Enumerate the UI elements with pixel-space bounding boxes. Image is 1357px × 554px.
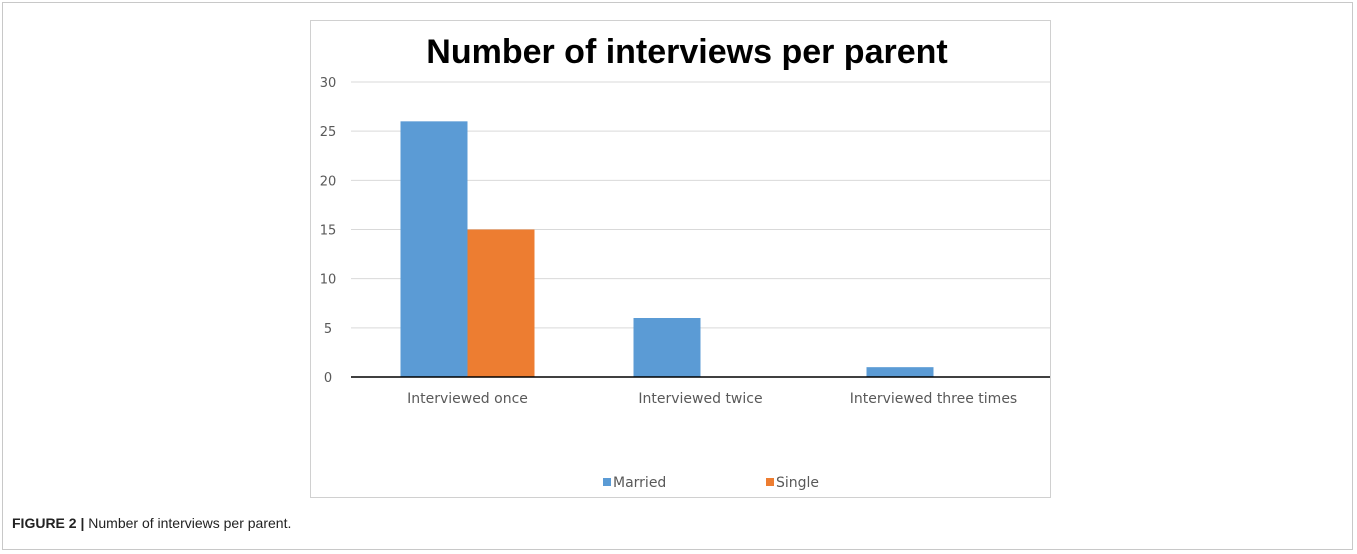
figure-label: FIGURE 2 | xyxy=(12,515,85,531)
legend-label-single: Single xyxy=(776,475,819,491)
x-axis-categories: Interviewed once Interviewed twice Intervi… xyxy=(407,391,1017,407)
y-tick-label: 10 xyxy=(320,273,337,288)
bar-married-0 xyxy=(400,121,468,377)
bars xyxy=(400,121,934,377)
x-category-label: Interviewed twice xyxy=(638,391,762,407)
figure-caption-text: Number of interviews per parent. xyxy=(88,515,292,531)
x-category-label: Interviewed once xyxy=(407,391,528,407)
bar-married-1 xyxy=(633,318,701,377)
legend: Married Single xyxy=(603,475,819,491)
y-tick-label: 0 xyxy=(324,371,332,386)
y-tick-label: 30 xyxy=(320,76,337,91)
y-tick-label: 20 xyxy=(320,174,337,189)
chart-title: Number of interviews per parent xyxy=(426,33,947,71)
legend-swatch-single xyxy=(766,478,774,486)
figure-caption: FIGURE 2 | Number of interviews per pare… xyxy=(12,515,291,531)
bar-married-2 xyxy=(866,367,934,377)
y-tick-label: 15 xyxy=(320,224,337,239)
legend-label-married: Married xyxy=(613,475,666,491)
y-axis-ticks: 0 5 10 15 20 25 30 xyxy=(320,76,337,386)
bar-chart: Number of interviews per parent 0 5 10 15 20… xyxy=(320,33,1050,491)
legend-swatch-married xyxy=(603,478,611,486)
chart-container: Number of interviews per parent 0 5 10 15 20… xyxy=(310,20,1051,498)
y-tick-label: 5 xyxy=(324,322,332,337)
bar-single-0 xyxy=(467,229,535,377)
y-tick-label: 25 xyxy=(320,125,337,140)
x-category-label: Interviewed three times xyxy=(850,391,1017,407)
